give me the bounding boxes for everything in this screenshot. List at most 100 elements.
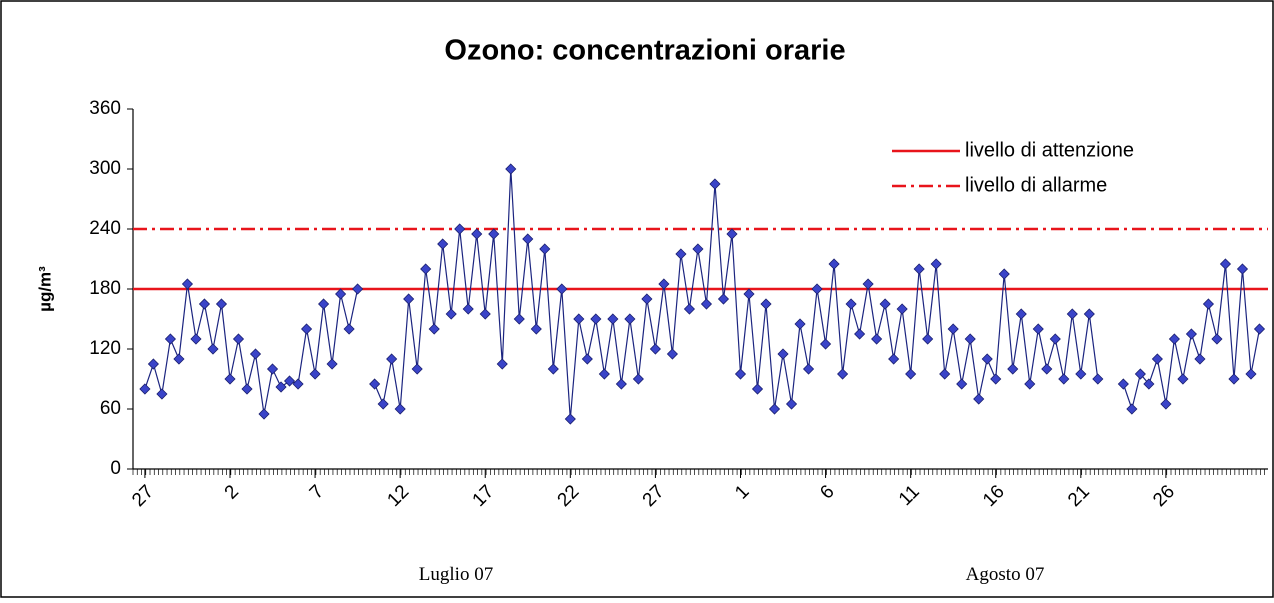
data-point	[990, 373, 1002, 385]
data-point	[139, 383, 151, 395]
data-point	[394, 403, 406, 415]
data-point	[760, 298, 772, 310]
data-point	[1015, 308, 1027, 320]
data-point	[1049, 333, 1061, 345]
data-point	[556, 283, 568, 295]
data-point	[675, 248, 687, 260]
data-point	[1058, 373, 1070, 385]
data-point	[896, 303, 908, 315]
y-tick-label: 120	[89, 338, 121, 359]
data-point	[318, 298, 330, 310]
data-point	[828, 258, 840, 270]
data-point	[862, 278, 874, 290]
data-point	[794, 318, 806, 330]
data-point	[326, 358, 338, 370]
x-group-label: Luglio 07	[419, 564, 493, 585]
data-point	[768, 403, 781, 415]
data-point	[709, 178, 721, 190]
y-tick-label: 180	[89, 278, 121, 299]
y-tick-label: 60	[100, 398, 121, 419]
data-point	[649, 343, 661, 355]
data-point	[1126, 403, 1138, 415]
data-point	[692, 243, 704, 255]
data-point	[181, 278, 194, 290]
data-point	[513, 313, 525, 325]
data-point	[1151, 353, 1163, 365]
data-point	[547, 363, 559, 375]
data-point	[1134, 368, 1146, 380]
data-point	[998, 268, 1010, 280]
data-point	[258, 408, 270, 420]
data-point	[811, 283, 823, 295]
data-point	[462, 303, 474, 315]
data-point	[1117, 378, 1129, 390]
data-point	[488, 228, 500, 240]
data-point	[1092, 373, 1104, 385]
data-point	[164, 333, 177, 345]
data-point	[275, 381, 287, 393]
data-point	[1160, 398, 1172, 410]
data-point	[1083, 308, 1095, 320]
y-tick-label: 240	[89, 218, 121, 239]
data-point	[1075, 368, 1087, 380]
data-point	[386, 353, 398, 365]
data-point	[624, 313, 636, 325]
data-point	[530, 323, 542, 335]
data-point	[837, 368, 849, 380]
data-point	[734, 368, 747, 380]
data-point	[1007, 363, 1019, 375]
data-point	[266, 363, 279, 375]
data-point	[309, 368, 321, 380]
data-point	[1219, 258, 1232, 270]
data-point	[939, 368, 951, 380]
data-point	[1228, 373, 1240, 385]
data-point	[343, 323, 355, 335]
data-point	[1032, 323, 1044, 335]
data-point	[283, 375, 296, 387]
data-point	[564, 413, 576, 425]
data-point	[615, 378, 627, 390]
data-point	[445, 308, 457, 320]
data-point	[981, 353, 993, 365]
chart-title: Ozono: concentrazioni orarie	[444, 35, 845, 67]
data-point	[905, 368, 917, 380]
data-point	[888, 353, 900, 365]
data-point	[820, 338, 832, 350]
data-point	[871, 333, 883, 345]
data-point	[845, 298, 857, 310]
legend-label: livello di allarme	[965, 174, 1107, 196]
data-point	[973, 393, 985, 405]
legend-label: livello di attenzione	[965, 139, 1134, 161]
data-point	[505, 163, 517, 175]
data-point	[1194, 353, 1206, 365]
data-point	[403, 293, 415, 305]
data-point	[1177, 373, 1189, 385]
data-point	[573, 313, 585, 325]
data-point	[156, 388, 168, 400]
data-point	[581, 353, 593, 365]
data-point	[1245, 368, 1257, 380]
data-point	[1185, 328, 1197, 340]
data-point	[854, 328, 866, 340]
data-point	[198, 298, 211, 310]
data-point	[1202, 298, 1215, 310]
data-point	[241, 383, 253, 395]
data-point	[590, 313, 602, 325]
data-point	[454, 223, 466, 235]
data-point	[292, 378, 304, 390]
data-point	[922, 333, 934, 345]
data-point	[215, 298, 228, 310]
data-point	[147, 358, 159, 370]
data-point	[1041, 363, 1053, 375]
data-point	[913, 263, 925, 275]
data-point	[428, 323, 440, 335]
data-point	[930, 258, 942, 270]
data-point	[377, 398, 389, 410]
data-point	[1066, 308, 1078, 320]
data-point	[726, 228, 738, 240]
data-point	[437, 238, 449, 250]
x-group-label: Agosto 07	[966, 564, 1045, 585]
data-point	[632, 373, 644, 385]
data-point	[522, 233, 534, 245]
